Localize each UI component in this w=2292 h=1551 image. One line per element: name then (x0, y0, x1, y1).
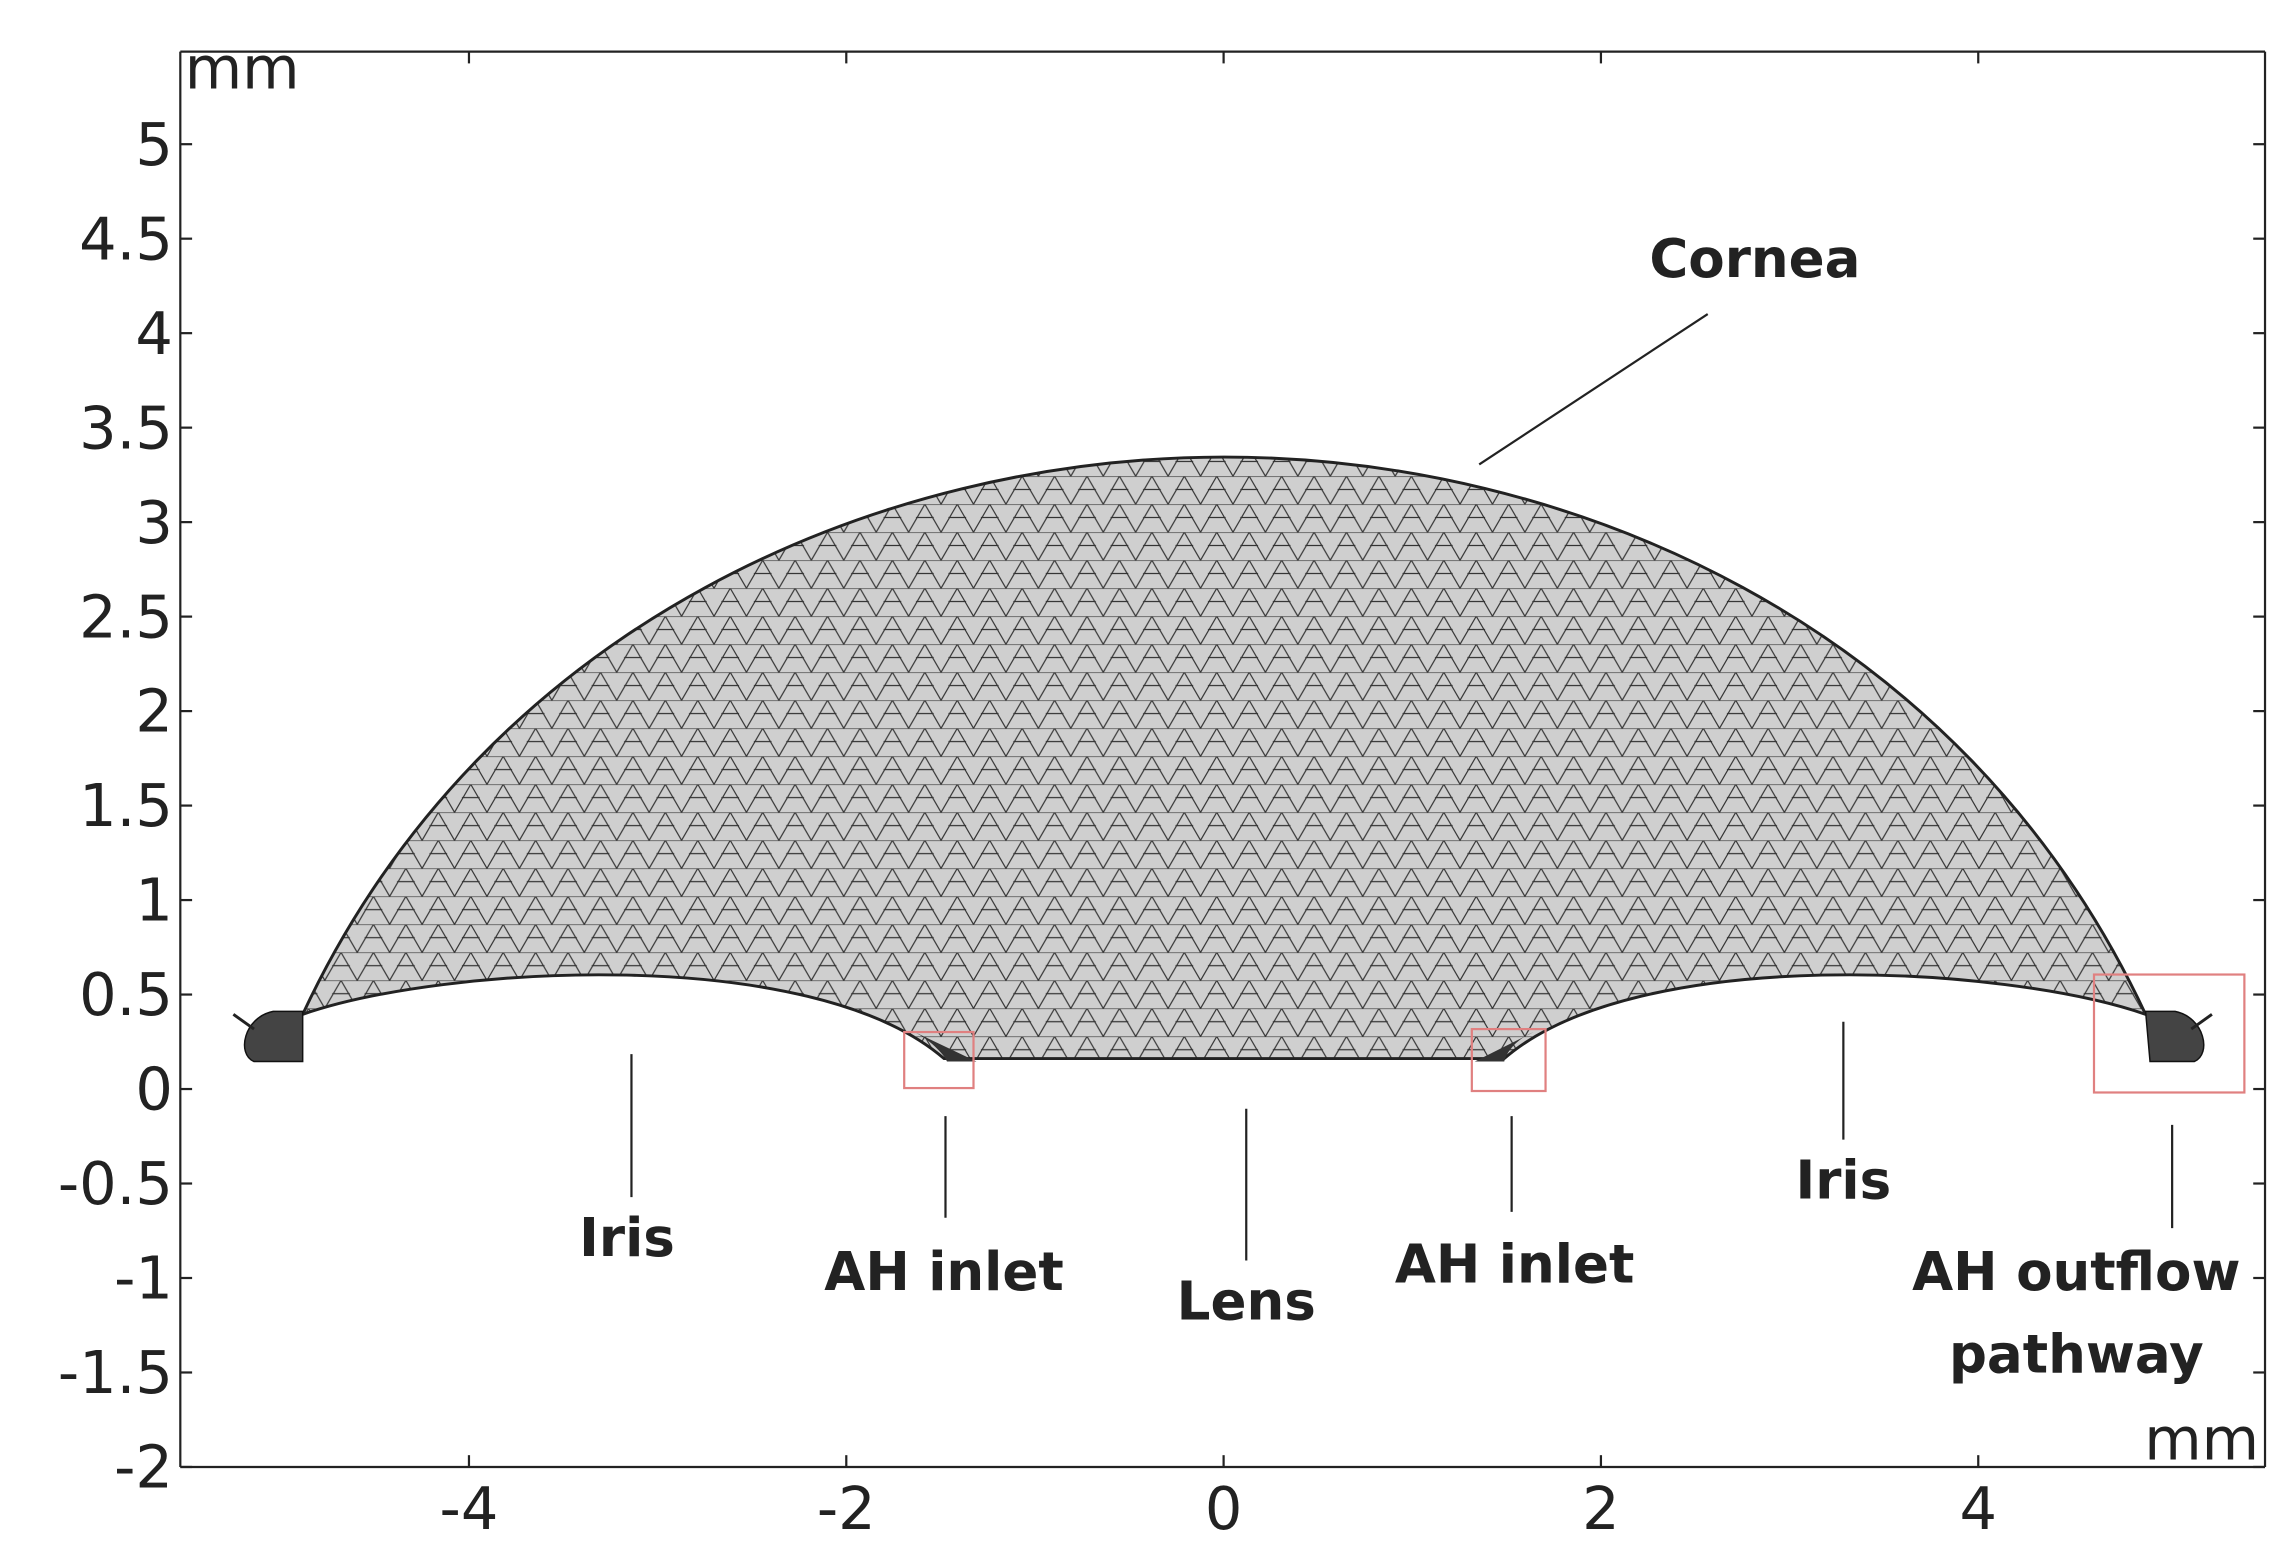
annotation: Iris (1796, 1150, 1892, 1212)
y-tick-label: -1.5 (58, 1338, 173, 1407)
y-tick-label: 1.5 (79, 771, 173, 840)
y-tick-label: 5 (135, 110, 173, 179)
x-tick-label: 0 (1205, 1474, 1243, 1543)
x-tick-label: 2 (1582, 1474, 1620, 1543)
leader-lines (630, 313, 2174, 1261)
y-axis-unit: mm (185, 33, 300, 102)
y-tick-label: 2.5 (79, 582, 173, 651)
x-tick-label: -2 (817, 1474, 876, 1543)
y-tick-label: 1 (135, 866, 173, 935)
x-axis-unit: mm (2144, 1405, 2259, 1474)
y-tick-label: -0.5 (58, 1149, 173, 1218)
y-tick-label: 4.5 (79, 204, 173, 273)
annotation: AH inlet (824, 1241, 1063, 1303)
x-tick-label: -4 (440, 1474, 499, 1543)
annotation: pathway (1949, 1324, 2204, 1386)
highlight-boxes (903, 973, 2246, 1094)
annotation: AH outflow (1912, 1241, 2240, 1303)
y-tick-label: 4 (135, 299, 173, 368)
annotation: Lens (1177, 1271, 1316, 1333)
annotation: Iris (579, 1207, 675, 1269)
y-tick-label: 3 (135, 488, 173, 557)
annotation: AH inlet (1395, 1234, 1634, 1296)
y-tick-label: -1 (114, 1244, 173, 1313)
eye-mesh (232, 455, 2213, 1063)
y-tick-label: 3.5 (79, 393, 173, 462)
x-tick-label: 4 (1959, 1474, 1997, 1543)
y-tick-label: 0.5 (79, 960, 173, 1029)
y-tick-label: 0 (135, 1055, 173, 1124)
y-tick-label: -2 (114, 1433, 173, 1502)
annotation: Cornea (1649, 228, 1860, 290)
y-tick-label: 2 (135, 677, 173, 746)
